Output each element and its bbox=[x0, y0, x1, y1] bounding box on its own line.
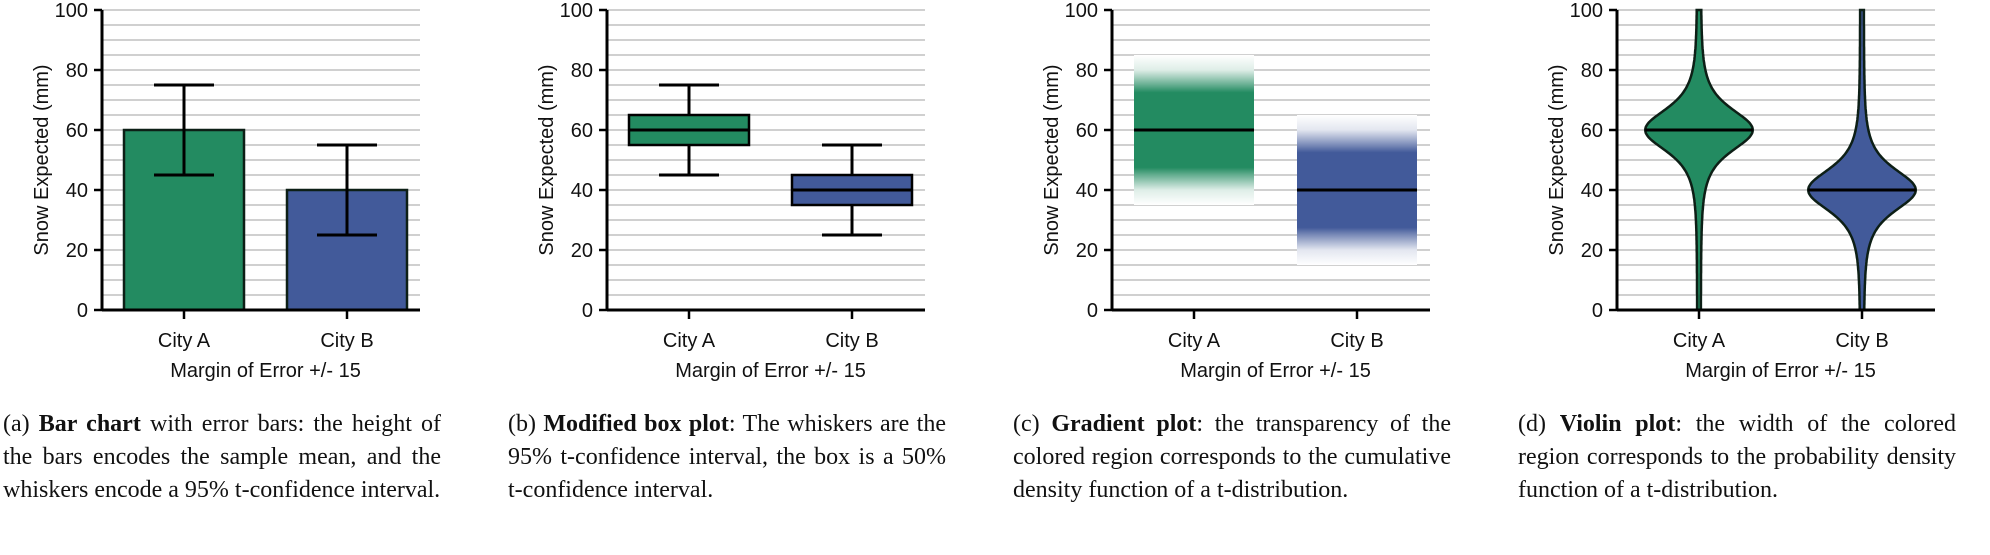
x-tick-label: City B bbox=[1330, 330, 1383, 352]
y-tick-label: 20 bbox=[1076, 240, 1098, 262]
y-tick-label: 100 bbox=[1065, 0, 1098, 22]
caption-text: : the width of the colored region corres… bbox=[1518, 411, 1957, 503]
caption-label: (b) bbox=[508, 411, 536, 437]
x-tick-label: City A bbox=[158, 330, 211, 352]
panel-a: City A City B 0 20 40 60 80 100 Snow Expected (m… bbox=[0, 0, 480, 555]
x-tick-label: City A bbox=[663, 330, 716, 352]
y-tick-label: 0 bbox=[582, 300, 593, 322]
caption-bold: Modified box plot bbox=[543, 411, 729, 437]
caption-b: (b) Modified box plot: The whiskers are … bbox=[508, 408, 946, 507]
y-tick-label: 20 bbox=[571, 240, 593, 262]
x-tick-label: City A bbox=[1168, 330, 1221, 352]
x-axis-label: Margin of Error +/- 15 bbox=[675, 360, 866, 382]
caption-d: (d) Violin plot: the width of the colore… bbox=[1518, 408, 1956, 507]
caption-bold: Bar chart bbox=[38, 411, 141, 437]
y-tick-label: 40 bbox=[66, 180, 88, 202]
x-axis-label: Margin of Error +/- 15 bbox=[1685, 360, 1876, 382]
caption-label: (d) bbox=[1518, 411, 1546, 437]
panel-c: City A City B 0 20 40 60 80 100 Snow Expected (m… bbox=[1010, 0, 1490, 555]
caption-label: (a) bbox=[3, 411, 30, 437]
caption-a: (a) Bar chart with error bars: the heigh… bbox=[3, 408, 441, 507]
y-axis-label: Snow Expected (mm) bbox=[536, 64, 558, 255]
x-axis-label: Margin of Error +/- 15 bbox=[1180, 360, 1371, 382]
y-axis-label: Snow Expected (mm) bbox=[31, 64, 53, 255]
y-tick-label: 40 bbox=[1581, 180, 1603, 202]
caption-bold: Violin plot bbox=[1559, 411, 1676, 437]
y-tick-label: 100 bbox=[55, 0, 88, 22]
y-tick-label: 40 bbox=[571, 180, 593, 202]
x-tick-label: City B bbox=[320, 330, 373, 352]
y-axis-label: Snow Expected (mm) bbox=[1546, 64, 1568, 255]
y-tick-label: 0 bbox=[1087, 300, 1098, 322]
y-tick-label: 60 bbox=[1076, 120, 1098, 142]
x-tick-label: City A bbox=[1673, 330, 1726, 352]
y-tick-label: 0 bbox=[1592, 300, 1603, 322]
caption-text: : the transparency of the colored region… bbox=[1013, 411, 1452, 503]
chart-bar: City A City B 0 20 40 60 80 100 Snow Expected (m… bbox=[31, 0, 420, 382]
y-tick-label: 80 bbox=[1076, 60, 1098, 82]
y-tick-label: 60 bbox=[1581, 120, 1603, 142]
y-tick-label: 0 bbox=[77, 300, 88, 322]
y-tick-label: 60 bbox=[571, 120, 593, 142]
y-tick-label: 100 bbox=[1570, 0, 1603, 22]
y-tick-label: 80 bbox=[66, 60, 88, 82]
panel-d: City A City B 0 20 40 60 80 100 Snow Expected (m… bbox=[1515, 0, 1990, 555]
y-tick-label: 20 bbox=[1581, 240, 1603, 262]
y-tick-label: 100 bbox=[560, 0, 593, 22]
caption-label: (c) bbox=[1013, 411, 1040, 437]
x-tick-label: City B bbox=[825, 330, 878, 352]
x-axis-label: Margin of Error +/- 15 bbox=[170, 360, 361, 382]
chart-box: City A City B 0 20 40 60 80 100 Snow Expected (m… bbox=[536, 0, 925, 382]
panel-b: City A City B 0 20 40 60 80 100 Snow Expected (m… bbox=[505, 0, 985, 555]
y-tick-label: 80 bbox=[1581, 60, 1603, 82]
caption-bold: Gradient plot bbox=[1051, 411, 1197, 437]
y-tick-label: 40 bbox=[1076, 180, 1098, 202]
caption-text: with error bars: the height of the bars … bbox=[3, 411, 442, 503]
chart-gradient: City A City B 0 20 40 60 80 100 Snow Expected (m… bbox=[1041, 0, 1430, 382]
x-tick-label: City B bbox=[1835, 330, 1888, 352]
chart-violin: City A City B 0 20 40 60 80 100 Snow Expected (m… bbox=[1546, 0, 1935, 382]
y-tick-label: 20 bbox=[66, 240, 88, 262]
caption-text: : The whiskers are the 95% t-confidence … bbox=[508, 411, 946, 503]
caption-c: (c) Gradient plot: the transparency of t… bbox=[1013, 408, 1451, 507]
y-tick-label: 80 bbox=[571, 60, 593, 82]
y-axis-label: Snow Expected (mm) bbox=[1041, 64, 1063, 255]
y-tick-label: 60 bbox=[66, 120, 88, 142]
